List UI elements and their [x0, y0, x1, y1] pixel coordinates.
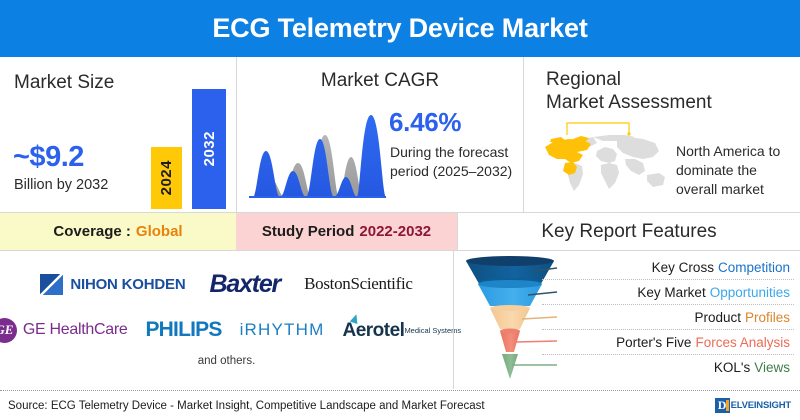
bar-2024-label: 2024	[158, 160, 175, 196]
cagr-front-series	[253, 115, 386, 197]
logo-ge-healthcare-label: GE HealthCare	[22, 321, 128, 338]
page-title: ECG Telemetry Device Market	[212, 13, 588, 43]
panel-market-size: Market Size ~$9.2 Billion by 2032 2024 2…	[0, 57, 236, 212]
market-cagr-heading: Market CAGR	[320, 70, 440, 91]
funnel-leader-1	[533, 267, 558, 272]
map-connector-line	[566, 122, 630, 135]
funnel-item-kol-views: KOL's Views	[542, 355, 794, 380]
company-logo-row-2: GE GE HealthCare PHILIPS iRHYTHM Aerotel…	[0, 309, 461, 351]
logo-aerotel-sublabel: Medical Systems	[404, 325, 462, 335]
funnel-item-3-accent: Profiles	[744, 309, 790, 325]
logo-ge-healthcare: GE GE HealthCare	[0, 317, 128, 343]
key-report-features-title: Key Report Features	[457, 213, 800, 250]
funnel-layer-2-top	[478, 280, 542, 288]
funnel-layer-4	[500, 331, 520, 352]
coverage-cell: Coverage : Global	[0, 213, 236, 250]
footer-bar: Source: ECG Telemetry Device - Market In…	[0, 390, 800, 420]
funnel-item-forces-analysis: Porter's Five Forces Analysis	[542, 330, 794, 355]
top-panels: Market Size ~$9.2 Billion by 2032 2024 2…	[0, 57, 800, 212]
logo-irhythm: iRHYTHM	[239, 320, 325, 339]
funnel-leader-3	[521, 316, 558, 320]
funnel-item-2-accent: Opportunities	[709, 284, 790, 300]
market-size-heading: Market Size	[14, 72, 115, 93]
funnel-item-opportunities: Key Market Opportunities	[542, 280, 794, 305]
delveinsight-wordmark: ELVEINSIGHT	[730, 400, 792, 411]
logo-aerotel: Aerotel Medical Systems	[342, 312, 462, 341]
funnel-layer-5	[502, 354, 518, 379]
funnel-item-2-prefix: Key Market	[637, 284, 706, 300]
market-cagr-value: 6.46%	[389, 107, 462, 137]
coverage-value: Global	[135, 223, 183, 240]
funnel-label-list: Key Cross Competition Key Market Opportu…	[542, 255, 794, 380]
panel-market-cagr: Market CAGR 6.46%	[236, 57, 523, 212]
map-north-america-highlight	[545, 136, 591, 175]
bottom-section: NIHON KOHDEN Baxter Boston Scientific GE…	[0, 251, 800, 389]
funnel-chart-icon	[466, 256, 558, 379]
regional-note: North America to dominate the overall ma…	[676, 143, 781, 197]
companies-footnote: and others.	[197, 355, 256, 367]
logo-philips: PHILIPS	[145, 318, 222, 341]
funnel-layer-3	[490, 308, 530, 329]
company-logos-panel: NIHON KOHDEN Baxter Boston Scientific GE…	[0, 251, 461, 389]
logo-boston-scientific: Boston Scientific	[304, 273, 413, 293]
funnel-layer-1-top	[466, 256, 554, 266]
bar-2032-label: 2032	[200, 131, 218, 167]
funnel-item-competition: Key Cross Competition	[542, 255, 794, 280]
funnel-layer-2	[478, 284, 542, 306]
regional-heading: Regional Market Assessment	[546, 68, 712, 114]
funnel-item-3-prefix: Product	[694, 309, 741, 325]
funnel-item-profiles: Product Profiles	[542, 305, 794, 330]
funnel-item-1-accent: Competition	[717, 259, 790, 275]
funnel-item-5-prefix: KOL's	[713, 360, 751, 375]
bar-2032: 2032	[192, 89, 226, 209]
logo-boston-line2: Scientific	[350, 273, 413, 293]
funnel-item-1-prefix: Key Cross	[651, 259, 714, 275]
regional-heading-line1: Regional	[546, 69, 621, 90]
bar-2024: 2024	[151, 147, 182, 209]
key-report-features-panel: Key Cross Competition Key Market Opportu…	[453, 251, 800, 389]
map-other-regions	[568, 135, 665, 191]
company-logo-row-1: NIHON KOHDEN Baxter Boston Scientific	[0, 263, 453, 305]
logo-nihon-kohden: NIHON KOHDEN	[40, 273, 186, 295]
logo-nihon-kohden-label: NIHON KOHDEN	[70, 275, 186, 293]
funnel-layer-1	[466, 261, 554, 282]
logo-boston-line1: Boston	[304, 273, 351, 293]
nihon-kohden-mark-icon	[40, 273, 64, 295]
funnel-item-4-prefix: Porter's Five	[616, 334, 692, 350]
ge-monogram-icon: GE	[0, 317, 17, 343]
market-cagr-subtitle: During the forecast period (2025–2032)	[390, 144, 513, 179]
summary-band: Coverage : Global Study Period 2022-2032…	[0, 212, 800, 251]
cagr-baseline	[249, 196, 386, 198]
funnel-item-4-accent: Forces Analysis	[695, 334, 790, 350]
study-period-cell: Study Period 2022-2032	[236, 213, 457, 250]
market-size-value: ~$9.2	[13, 141, 84, 173]
market-size-bar-chart: 2024 2032	[151, 87, 231, 209]
delveinsight-logo: D ELVEINSIGHT	[714, 398, 792, 413]
funnel-layer-3-top	[490, 305, 530, 311]
study-period-value: 2022-2032	[359, 223, 432, 240]
logo-baxter: Baxter	[209, 269, 281, 298]
panel-regional-assessment: Regional Market Assessment	[523, 57, 800, 212]
footer-source-text: Source: ECG Telemetry Device - Market In…	[8, 399, 485, 412]
header-banner: ECG Telemetry Device Market	[0, 0, 800, 57]
cagr-wave-chart	[249, 115, 386, 198]
study-period-label: Study Period	[261, 223, 355, 240]
market-size-subtitle: Billion by 2032	[14, 177, 109, 193]
funnel-layer-4-top	[500, 328, 520, 334]
logo-aerotel-label: Aerotel	[342, 319, 405, 341]
world-map-icon	[545, 122, 665, 191]
funnel-leader-4	[515, 340, 558, 343]
regional-heading-line2: Market Assessment	[546, 92, 712, 114]
map-connector-dot	[627, 132, 631, 136]
funnel-item-5-accent: Views	[754, 360, 790, 375]
funnel-leader-2	[527, 291, 558, 296]
coverage-label: Coverage :	[53, 223, 131, 240]
delveinsight-mark-icon: D	[714, 398, 730, 413]
